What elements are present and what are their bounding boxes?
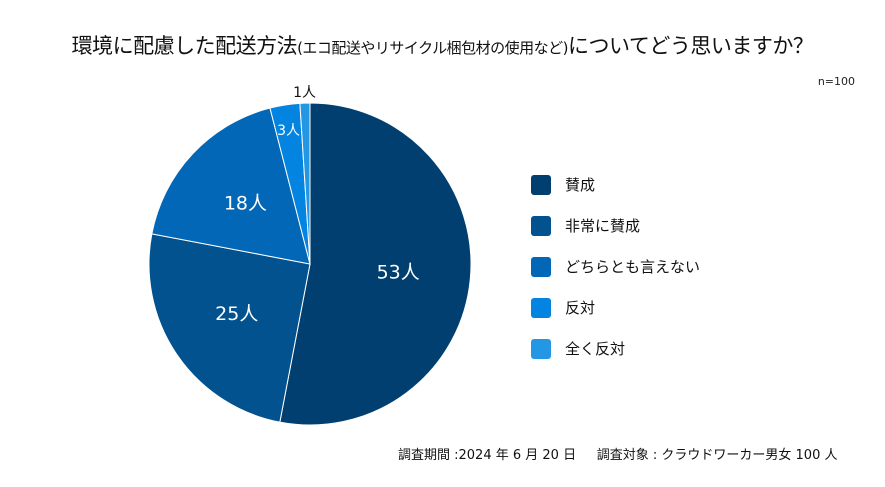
legend: 賛成非常に賛成どちらとも言えない 反対全く反対 [531, 164, 700, 369]
pie-slice [151, 107, 311, 265]
pie-slice [279, 102, 472, 426]
slice-label: 25人 [215, 303, 258, 325]
legend-item: 全く反対 [531, 328, 700, 369]
title-sub: (エコ配送やリサイクル梱包材の使用など) [297, 39, 569, 57]
legend-swatch [531, 174, 551, 195]
pie-slice [299, 102, 311, 265]
legend-label: どちらとも言えない [565, 258, 701, 276]
survey-period: 調査期間 :2024 年 6 月 20 日 [398, 448, 577, 463]
pie-slice [148, 233, 311, 423]
legend-item: 非常に賛成 [531, 205, 700, 246]
chart-title: 環境に配慮した配送方法(エコ配送やリサイクル梱包材の使用など)についてどう思いま… [0, 30, 885, 60]
slice-label: 18人 [224, 192, 267, 214]
slice-label: 1人 [293, 85, 316, 101]
legend-label: 反対 [565, 299, 596, 317]
legend-swatch [531, 297, 551, 318]
legend-item: 賛成 [531, 164, 700, 205]
survey-target: 調査対象 : クラウドワーカー男女 100 人 [596, 448, 838, 463]
sample-size: n=100 [817, 75, 855, 88]
legend-swatch [531, 256, 551, 277]
legend-swatch [531, 338, 551, 359]
slice-label: 3人 [277, 123, 300, 139]
legend-label: 賛成 [565, 176, 596, 194]
slice-label: 53人 [377, 261, 420, 283]
title-main: 環境に配慮した配送方法 [71, 34, 298, 58]
title-end: についてどう思いますか？ [568, 34, 814, 58]
footer: 調査期間 :2024 年 6 月 20 日 調査対象 : クラウドワーカー男女 … [398, 444, 837, 463]
legend-label: 全く反対 [565, 340, 626, 358]
legend-item: どちらとも言えない [531, 246, 700, 287]
legend-item: 反対 [531, 287, 700, 328]
legend-label: 非常に賛成 [565, 217, 641, 235]
legend-swatch [531, 215, 551, 236]
